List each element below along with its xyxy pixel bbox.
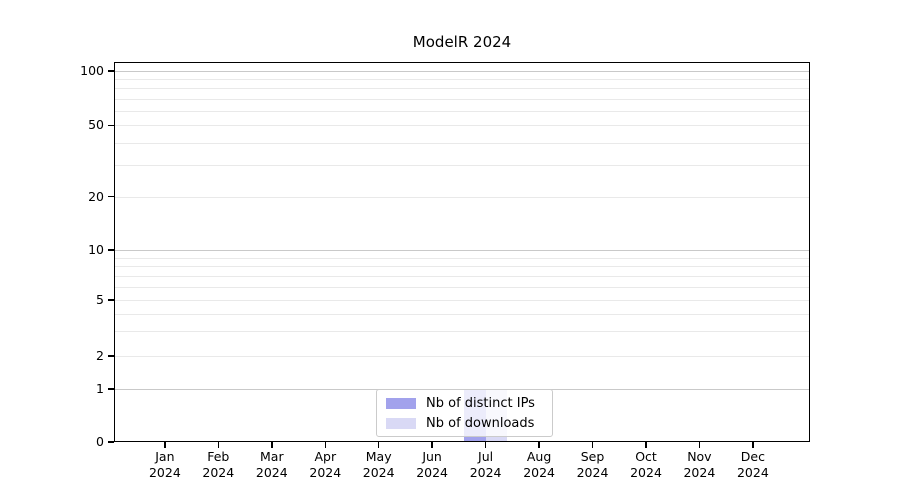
y-gridline-minor [114, 165, 810, 166]
y-tick-label: 1 [96, 380, 104, 396]
y-tick-label: 20 [88, 188, 104, 204]
x-tick-label: Feb 2024 [202, 449, 235, 480]
x-tick [698, 442, 701, 448]
x-tick-label: Jun 2024 [416, 449, 448, 480]
y-tick [108, 195, 114, 198]
x-tick-label: Jan 2024 [148, 449, 181, 480]
y-tick [108, 70, 114, 72]
x-tick [484, 442, 487, 448]
x-tick-label: Sep 2024 [576, 449, 609, 480]
x-tick-label: Dec 2024 [736, 449, 769, 480]
x-tick-label: Aug 2024 [523, 449, 555, 480]
y-gridline-major [114, 250, 810, 251]
x-tick [217, 442, 220, 448]
y-tick-label: 5 [96, 291, 104, 307]
x-tick [538, 442, 540, 448]
y-tick [108, 124, 114, 126]
plot-area: 100 50 20 10 5 2 1 0 Jan 2024 Feb 2024 Mar 2024 Ap… [80, 62, 810, 480]
legend: Nb of distinct IPs Nb of downloads [376, 389, 553, 437]
y-gridline-minor [114, 313, 810, 315]
y-tick-label: 0 [96, 433, 104, 449]
y-gridline-minor [114, 286, 810, 288]
x-tick-label: Apr 2024 [309, 449, 342, 480]
y-gridline-minor [114, 110, 810, 112]
legend-swatch-nb-of-downloads [386, 417, 416, 429]
y-tick [108, 355, 114, 357]
y-gridline-minor [114, 257, 810, 259]
y-gridline-major [114, 70, 810, 72]
y-tick-label: 2 [96, 347, 104, 363]
x-tick-label: Jul 2024 [469, 449, 502, 480]
y-gridline-minor [114, 98, 810, 100]
y-gridline-minor [114, 196, 810, 198]
x-tick-label: May 2024 [362, 449, 395, 480]
x-tick [752, 442, 754, 448]
y-gridline-minor [114, 331, 810, 333]
x-tick-label: Oct 2024 [630, 449, 662, 480]
y-tick [108, 441, 114, 443]
y-tick-label: 100 [80, 62, 104, 78]
y-gridline-minor [114, 275, 810, 277]
legend-entry-nb-of-downloads: Nb of downloads [386, 416, 543, 431]
y-gridline-minor [114, 300, 810, 301]
legend-label: Nb of downloads [426, 415, 535, 431]
y-gridline-minor [114, 79, 810, 80]
y-gridline-minor [114, 356, 810, 357]
y-tick [108, 299, 114, 301]
x-tick [324, 442, 326, 448]
x-tick [591, 442, 594, 448]
y-gridline-minor [114, 88, 810, 90]
legend-entry-nb-of-distinct-ips: Nb of distinct IPs [386, 396, 543, 411]
y-gridline-minor [114, 125, 810, 127]
x-tick [377, 442, 380, 448]
y-gridline-minor [114, 266, 810, 268]
y-tick-label: 10 [88, 241, 104, 257]
x-tick-label: Nov 2024 [683, 449, 716, 480]
legend-swatch-nb-of-distinct-ips [386, 397, 416, 409]
legend-label: Nb of distinct IPs [426, 395, 535, 411]
y-tick-label: 50 [88, 117, 104, 133]
x-tick-label: Mar 2024 [255, 449, 288, 480]
x-tick [431, 442, 433, 448]
chart-title: ModelR 2024 [412, 33, 512, 51]
x-tick [271, 442, 273, 448]
y-tick [108, 249, 114, 251]
x-tick [645, 442, 647, 448]
x-tick [164, 442, 166, 448]
y-tick [108, 388, 114, 390]
y-gridline-minor [114, 142, 810, 144]
plot-frame [114, 62, 810, 442]
